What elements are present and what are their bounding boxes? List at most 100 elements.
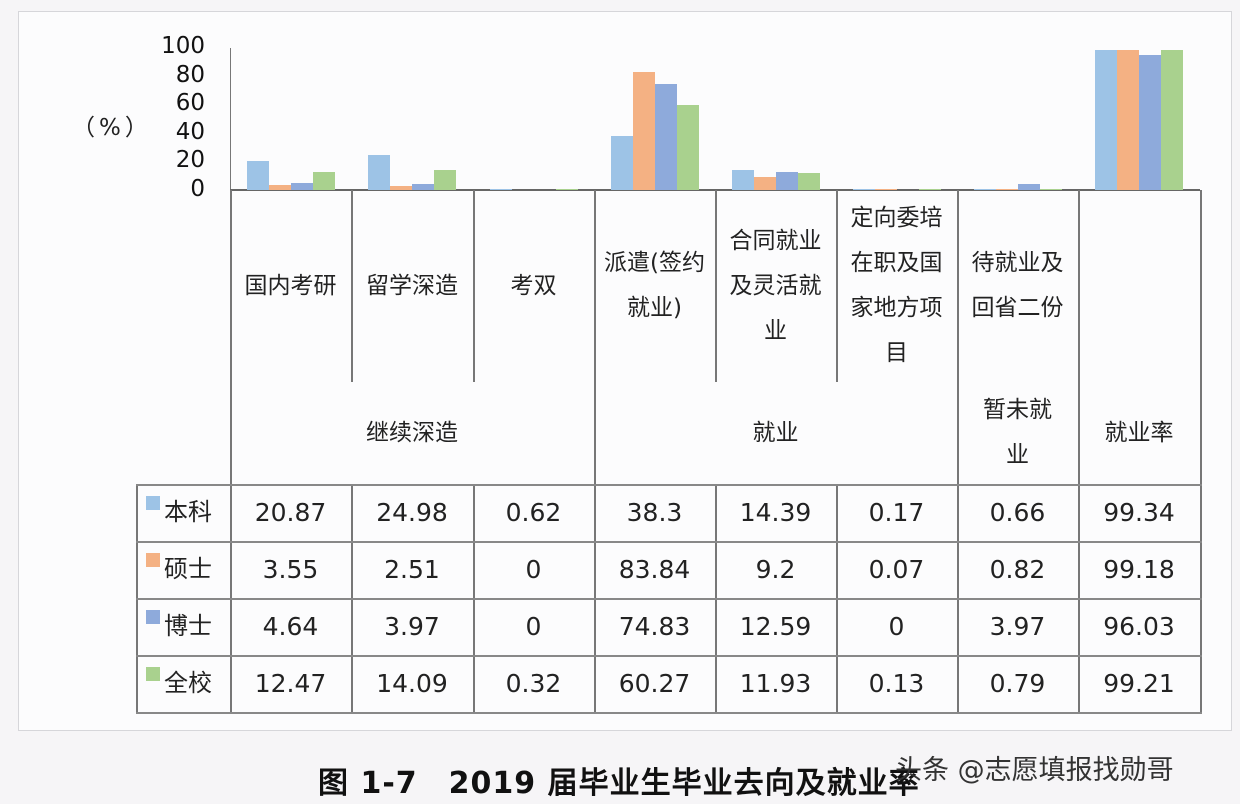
bar-博士 bbox=[291, 183, 313, 190]
table-cell: 14.09 bbox=[376, 669, 448, 698]
table-cell: 99.18 bbox=[1103, 555, 1175, 584]
bar-硕士 bbox=[1117, 50, 1139, 190]
table-cell: 96.03 bbox=[1103, 612, 1175, 641]
bar-硕士 bbox=[633, 71, 655, 190]
table-cell: 83.84 bbox=[618, 555, 691, 584]
legend-全校: 全校 bbox=[146, 655, 212, 712]
category-label: 定向委培在职及国家地方项目 bbox=[836, 196, 957, 376]
grid-vline bbox=[715, 190, 717, 382]
table-cell: 0.13 bbox=[868, 669, 925, 698]
grid-hline bbox=[136, 484, 1202, 486]
category-label: 派遣(签约就业) bbox=[594, 241, 715, 331]
y-tick-label: 60 bbox=[175, 90, 205, 116]
category-label-line: 国内考研 bbox=[244, 272, 337, 299]
grid-hline bbox=[136, 541, 1202, 543]
legend-label: 硕士 bbox=[164, 555, 212, 583]
table-cell: 0.17 bbox=[868, 498, 925, 527]
table-cell: 0.32 bbox=[505, 669, 562, 698]
category-label-line: 定向委培 bbox=[850, 205, 943, 231]
table-cell: 20.87 bbox=[254, 498, 327, 527]
legend-label: 全校 bbox=[164, 669, 212, 697]
y-tick-label: 80 bbox=[175, 61, 205, 88]
table-cell: 74.83 bbox=[618, 612, 691, 641]
category-label: 考双 bbox=[473, 264, 594, 309]
table-cell: 12.59 bbox=[739, 612, 812, 641]
chart-frame bbox=[18, 11, 1232, 731]
group-label-line: 业 bbox=[1006, 442, 1029, 468]
category-label-line: 在职及国 bbox=[850, 250, 943, 276]
grid-vline bbox=[957, 190, 959, 712]
table-cell: 12.47 bbox=[254, 669, 327, 698]
group-label: 就业率 bbox=[1078, 411, 1200, 456]
bar-本科 bbox=[611, 135, 633, 190]
grid-hline bbox=[136, 655, 1202, 657]
bar-本科 bbox=[853, 189, 875, 190]
bar-硕士 bbox=[875, 189, 897, 190]
y-axis-line bbox=[230, 48, 231, 190]
group-label-line: 继续深造 bbox=[366, 419, 458, 446]
category-label: 留学深造 bbox=[351, 264, 473, 309]
category-label-line: 家地方项 bbox=[850, 295, 943, 321]
bar-博士 bbox=[1018, 184, 1040, 190]
table-cell: 2.51 bbox=[384, 555, 440, 584]
grid-vline bbox=[594, 190, 596, 712]
category-label: 国内考研 bbox=[230, 264, 351, 309]
bar-博士 bbox=[1139, 54, 1161, 190]
legend-本科: 本科 bbox=[146, 484, 212, 541]
table-cell: 3.55 bbox=[262, 555, 319, 584]
table-cell: 99.21 bbox=[1103, 669, 1175, 698]
category-label-line: 目 bbox=[885, 340, 908, 366]
grid-vline bbox=[1078, 190, 1080, 712]
category-label-line: 回省二份 bbox=[971, 295, 1064, 321]
category-label-line: 待就业及 bbox=[971, 250, 1064, 276]
table-cell: 99.34 bbox=[1103, 498, 1175, 527]
bar-本科 bbox=[974, 189, 996, 190]
grid-vline bbox=[230, 190, 232, 712]
table-cell: 0.79 bbox=[989, 669, 1046, 698]
legend-博士: 博士 bbox=[146, 598, 212, 655]
category-label-line: 派遣(签约 bbox=[604, 250, 705, 276]
y-tick-label: 40 bbox=[175, 118, 205, 145]
bar-本科 bbox=[732, 169, 754, 190]
bar-全校 bbox=[1161, 50, 1183, 190]
bar-全校 bbox=[919, 189, 941, 190]
group-label: 就业 bbox=[594, 411, 957, 456]
figure-caption: 图 1-7 2019 届毕业生毕业去向及就业率 bbox=[318, 766, 920, 801]
bar-全校 bbox=[434, 170, 456, 190]
grid-vline bbox=[473, 190, 475, 382]
y-tick-label: 20 bbox=[175, 147, 205, 173]
table-cell: 9.2 bbox=[755, 555, 796, 584]
grid-vline bbox=[351, 190, 353, 382]
y-tick-label: 100 bbox=[161, 33, 205, 59]
table-cell: 24.98 bbox=[376, 498, 448, 527]
table-cell: 0.62 bbox=[505, 498, 562, 527]
legend-硕士: 硕士 bbox=[146, 541, 212, 598]
legend-swatch-icon bbox=[146, 667, 160, 681]
bar-硕士 bbox=[754, 177, 776, 190]
bar-本科 bbox=[490, 189, 512, 190]
grid-hline bbox=[136, 712, 1202, 714]
bar-全校 bbox=[798, 173, 820, 190]
watermark: 头条 @志愿填报找勋哥 bbox=[895, 755, 1174, 786]
bar-硕士 bbox=[996, 188, 1018, 190]
category-label-line: 就业) bbox=[627, 295, 682, 321]
bar-硕士 bbox=[390, 186, 412, 190]
bar-博士 bbox=[655, 84, 677, 190]
bar-全校 bbox=[1040, 188, 1062, 190]
category-label-line: 及灵活就 bbox=[729, 272, 822, 299]
group-label-line: 就业 bbox=[752, 419, 799, 446]
table-cell: 38.3 bbox=[626, 498, 683, 527]
bar-全校 bbox=[556, 189, 578, 190]
grid-vline bbox=[836, 190, 838, 382]
y-axis-unit: （%） bbox=[72, 115, 152, 141]
table-cell: 0 bbox=[525, 555, 542, 584]
bar-博士 bbox=[776, 172, 798, 190]
bar-全校 bbox=[313, 172, 335, 190]
table-cell: 0.66 bbox=[989, 498, 1046, 527]
bar-本科 bbox=[368, 154, 390, 190]
table-cell: 0.07 bbox=[868, 555, 925, 584]
table-cell: 3.97 bbox=[989, 612, 1046, 641]
table-cell: 60.27 bbox=[618, 669, 691, 698]
category-label: 合同就业 及灵活就业 bbox=[715, 219, 836, 354]
table-cell: 0 bbox=[525, 612, 542, 641]
